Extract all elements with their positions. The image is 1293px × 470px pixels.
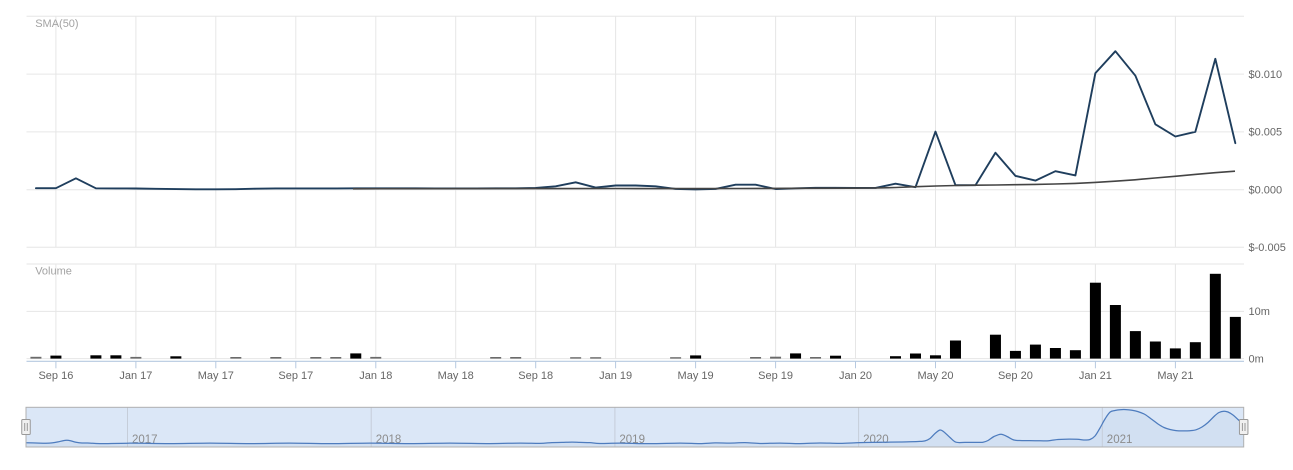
svg-text:2021: 2021 xyxy=(1107,434,1133,446)
svg-text:$0.005: $0.005 xyxy=(1249,127,1283,139)
svg-text:Jan 19: Jan 19 xyxy=(599,370,632,382)
svg-text:2017: 2017 xyxy=(132,434,158,446)
svg-text:Sep 17: Sep 17 xyxy=(278,370,313,382)
svg-text:Jan 18: Jan 18 xyxy=(359,370,392,382)
svg-text:$-0.005: $-0.005 xyxy=(1249,242,1286,254)
svg-text:May 19: May 19 xyxy=(678,370,714,382)
svg-text:Jan 21: Jan 21 xyxy=(1079,370,1112,382)
svg-text:0m: 0m xyxy=(1249,353,1264,365)
svg-text:Sep 19: Sep 19 xyxy=(758,370,793,382)
svg-text:SMA(50): SMA(50) xyxy=(35,18,78,30)
svg-text:Sep 16: Sep 16 xyxy=(38,370,73,382)
svg-text:May 17: May 17 xyxy=(198,370,234,382)
svg-text:10m: 10m xyxy=(1249,306,1270,318)
svg-text:Sep 18: Sep 18 xyxy=(518,370,553,382)
svg-text:2020: 2020 xyxy=(863,434,889,446)
svg-text:$0.010: $0.010 xyxy=(1249,69,1283,81)
svg-text:Jan 17: Jan 17 xyxy=(119,370,152,382)
svg-text:Sep 20: Sep 20 xyxy=(998,370,1033,382)
svg-text:$0.000: $0.000 xyxy=(1249,185,1283,197)
svg-text:May 21: May 21 xyxy=(1157,370,1193,382)
svg-text:May 20: May 20 xyxy=(917,370,953,382)
svg-text:2018: 2018 xyxy=(376,434,402,446)
svg-text:May 18: May 18 xyxy=(438,370,474,382)
svg-text:2019: 2019 xyxy=(619,434,645,446)
svg-text:Jan 20: Jan 20 xyxy=(839,370,872,382)
svg-text:Volume: Volume xyxy=(35,266,72,278)
